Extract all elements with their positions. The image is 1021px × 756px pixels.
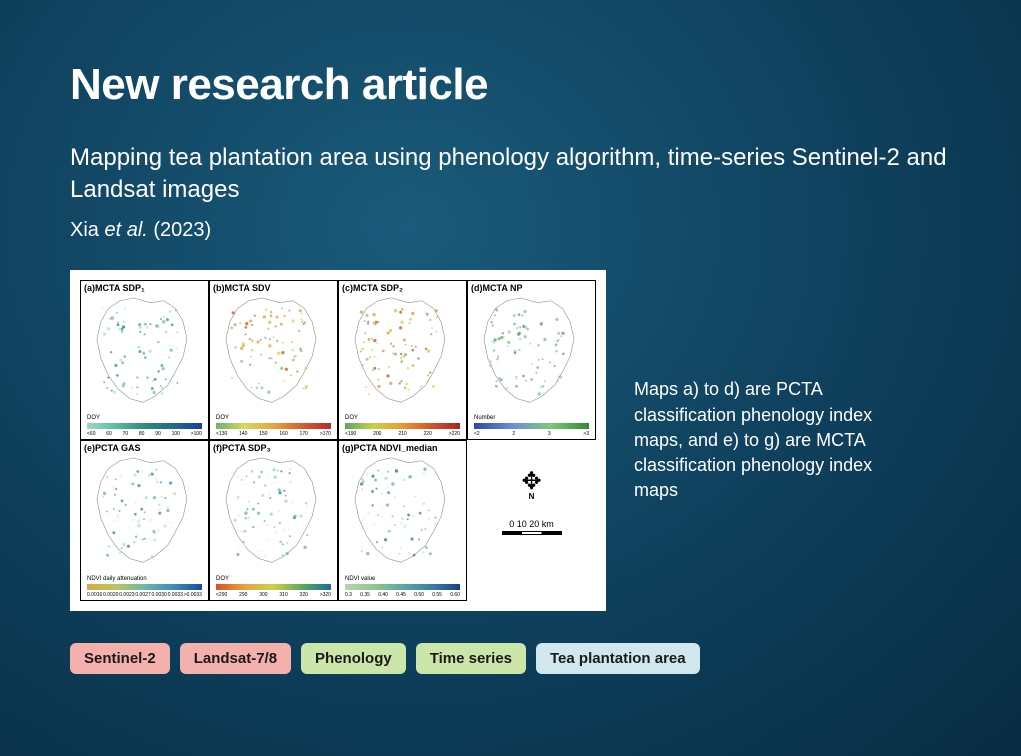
colorbar	[87, 584, 202, 590]
figure: (a)MCTA SDP₁ DOY <6060708090100>100 (b)MCTA…	[70, 270, 606, 611]
colorbar-ticks: <190200210220>220	[345, 431, 460, 437]
colorbar-ticks: 0.30.350.400.450.500.550.60	[345, 592, 460, 598]
map-panel-f: (f)PCTA SDP₃ DOY <290290300310320>320	[209, 440, 338, 601]
scale-bar	[502, 531, 562, 535]
colorbar	[345, 584, 460, 590]
colorbar	[474, 423, 589, 429]
map-shape	[349, 295, 449, 410]
map-panel-a: (a)MCTA SDP₁ DOY <6060708090100>100	[80, 280, 209, 441]
map-shape	[220, 455, 320, 570]
compass-icon: ✥	[467, 470, 596, 494]
scale-values: 0 10 20 km	[467, 519, 596, 529]
map-shape	[349, 455, 449, 570]
colorbar-label: NDVI value	[345, 576, 375, 582]
map-panel-c: (c)MCTA SDP₂ DOY <190200210220>220	[338, 280, 467, 441]
panel-label: (g)PCTA NDVI_median	[342, 443, 438, 453]
author-year: (2023)	[153, 219, 211, 241]
panel-label: (c)MCTA SDP₂	[342, 283, 403, 293]
map-shape	[478, 295, 578, 410]
map-panel-b: (b)MCTA SDV DOY <130140150160170>170	[209, 280, 338, 441]
map-panel-d: (d)MCTA NP Number <223>3	[467, 280, 596, 441]
compass-scale-panel: ✥N 0 10 20 km	[467, 440, 596, 601]
panel-label: (e)PCTA GAS	[84, 443, 141, 453]
colorbar	[87, 423, 202, 429]
colorbar-ticks: <130140150160170>170	[216, 431, 331, 437]
colorbar-label: Number	[474, 415, 495, 421]
colorbar-label: DOY	[345, 415, 358, 421]
map-shape	[91, 295, 191, 410]
panel-label: (a)MCTA SDP₁	[84, 283, 145, 293]
map-shape	[91, 455, 191, 570]
page-heading: New research article	[70, 60, 951, 110]
article-title: Mapping tea plantation area using phenol…	[70, 142, 950, 207]
colorbar	[216, 584, 331, 590]
tag-tea-plantation-area: Tea plantation area	[536, 643, 700, 674]
colorbar-label: DOY	[87, 415, 100, 421]
colorbar	[216, 423, 331, 429]
author-etal: et al.	[104, 219, 147, 241]
figure-caption: Maps a) to d) are PCTA classification ph…	[634, 377, 894, 503]
map-panel-e: (e)PCTA GAS NDVI daily attenuation 0.00160…	[80, 440, 209, 601]
tag-landsat-7-8: Landsat-7/8	[180, 643, 291, 674]
colorbar-ticks: 0.00160.00200.00230.00270.00300.0033>0.0…	[87, 592, 202, 598]
colorbar-label: NDVI daily attenuation	[87, 576, 147, 582]
colorbar-ticks: <6060708090100>100	[87, 431, 202, 437]
compass-scale: ✥N 0 10 20 km	[467, 470, 596, 535]
panel-label: (d)MCTA NP	[471, 283, 523, 293]
map-shape	[220, 295, 320, 410]
map-panel-g: (g)PCTA NDVI_median NDVI value 0.30.350.40…	[338, 440, 467, 601]
colorbar	[345, 423, 460, 429]
panel-label: (b)MCTA SDV	[213, 283, 271, 293]
tag-sentinel-2: Sentinel-2	[70, 643, 170, 674]
compass-n: N	[467, 492, 596, 501]
tag-row: Sentinel-2 Landsat-7/8 Phenology Time serie…	[70, 643, 951, 674]
colorbar-label: DOY	[216, 576, 229, 582]
article-authors: Xia et al. (2023)	[70, 219, 951, 242]
colorbar-ticks: <223>3	[474, 431, 589, 437]
colorbar-label: DOY	[216, 415, 229, 421]
tag-phenology: Phenology	[301, 643, 406, 674]
panel-label: (f)PCTA SDP₃	[213, 443, 271, 453]
content-row: (a)MCTA SDP₁ DOY <6060708090100>100 (b)MCTA…	[70, 270, 951, 611]
author-lead: Xia	[70, 219, 99, 241]
tag-time-series: Time series	[416, 643, 526, 674]
colorbar-ticks: <290290300310320>320	[216, 592, 331, 598]
